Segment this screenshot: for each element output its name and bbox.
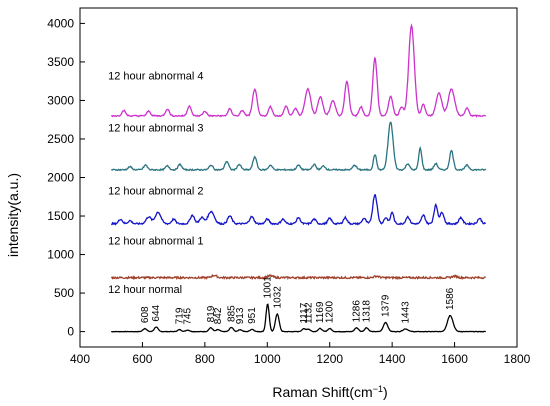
x-tick-label: 600 xyxy=(132,352,152,366)
x-tick-label: 1200 xyxy=(316,352,343,366)
series-labels: 12 hour normal 12 hour abnormal 1 12 hour … xyxy=(108,71,203,296)
y-tick-label: 1000 xyxy=(47,248,74,262)
series-line-4 xyxy=(110,23,487,118)
peak-label: 644 xyxy=(151,304,162,321)
peak-label: 1032 xyxy=(272,286,283,309)
x-tick-label: 1600 xyxy=(441,352,468,366)
peak-label: 1286 xyxy=(352,300,363,323)
y-tick-label: 3000 xyxy=(47,93,74,107)
peak-label: 1200 xyxy=(325,300,336,323)
y-tick-label: 500 xyxy=(54,286,74,300)
y-tick-label: 0 xyxy=(67,325,74,339)
peak-label: 1318 xyxy=(362,300,373,323)
peak-label: 1169 xyxy=(315,301,326,323)
x-tick-label: 1800 xyxy=(504,352,531,366)
series-line-3 xyxy=(110,121,487,172)
series-line-0 xyxy=(111,303,486,333)
series-line-2 xyxy=(111,193,486,226)
peak-label: 913 xyxy=(235,307,246,324)
y-tick-label: 3500 xyxy=(47,55,74,69)
peak-label: 951 xyxy=(247,307,258,324)
x-tick-label: 800 xyxy=(195,352,215,366)
x-tick-label: 1000 xyxy=(254,352,281,366)
series-lines xyxy=(110,23,487,333)
peak-label: 745 xyxy=(183,308,194,325)
y-tick-label: 1500 xyxy=(47,209,74,223)
peak-label: 1132 xyxy=(303,302,314,324)
peak-label: 819 xyxy=(206,305,217,322)
series-label-4: 12 hour abnormal 4 xyxy=(108,71,203,83)
peak-label: 1443 xyxy=(401,301,412,324)
series-line-1 xyxy=(110,273,486,281)
peak-label: 885 xyxy=(226,305,237,322)
y-tick-label: 2000 xyxy=(47,171,74,185)
x-axis-title: Raman Shift(cm−1) xyxy=(272,384,387,400)
series-label-2: 12 hour abnormal 2 xyxy=(108,185,203,197)
peak-label: 1586 xyxy=(445,287,456,310)
peak-label: 1001 xyxy=(263,276,274,299)
y-tick-label: 2500 xyxy=(47,132,74,146)
series-label-1: 12 hour abnormal 1 xyxy=(108,236,203,248)
x-tick-label: 400 xyxy=(70,352,90,366)
peak-label: 608 xyxy=(140,306,151,323)
x-axis: 400 600 800 1000 1200 1400 1600 1800 xyxy=(70,342,531,366)
series-label-3: 12 hour abnormal 3 xyxy=(108,122,203,134)
series-label-0: 12 hour normal xyxy=(108,284,182,296)
y-axis-title: intensity(a.u.) xyxy=(5,173,21,257)
peak-label: 719 xyxy=(175,307,186,324)
peak-label: 1379 xyxy=(381,294,392,317)
y-axis: 0 500 1000 1500 2000 2500 3000 3500 4000 xyxy=(47,16,85,339)
y-tick-label: 4000 xyxy=(47,16,74,30)
x-tick-label: 1400 xyxy=(379,352,406,366)
peak-label: 1117 xyxy=(299,302,310,323)
peak-label: 842 xyxy=(213,307,224,324)
